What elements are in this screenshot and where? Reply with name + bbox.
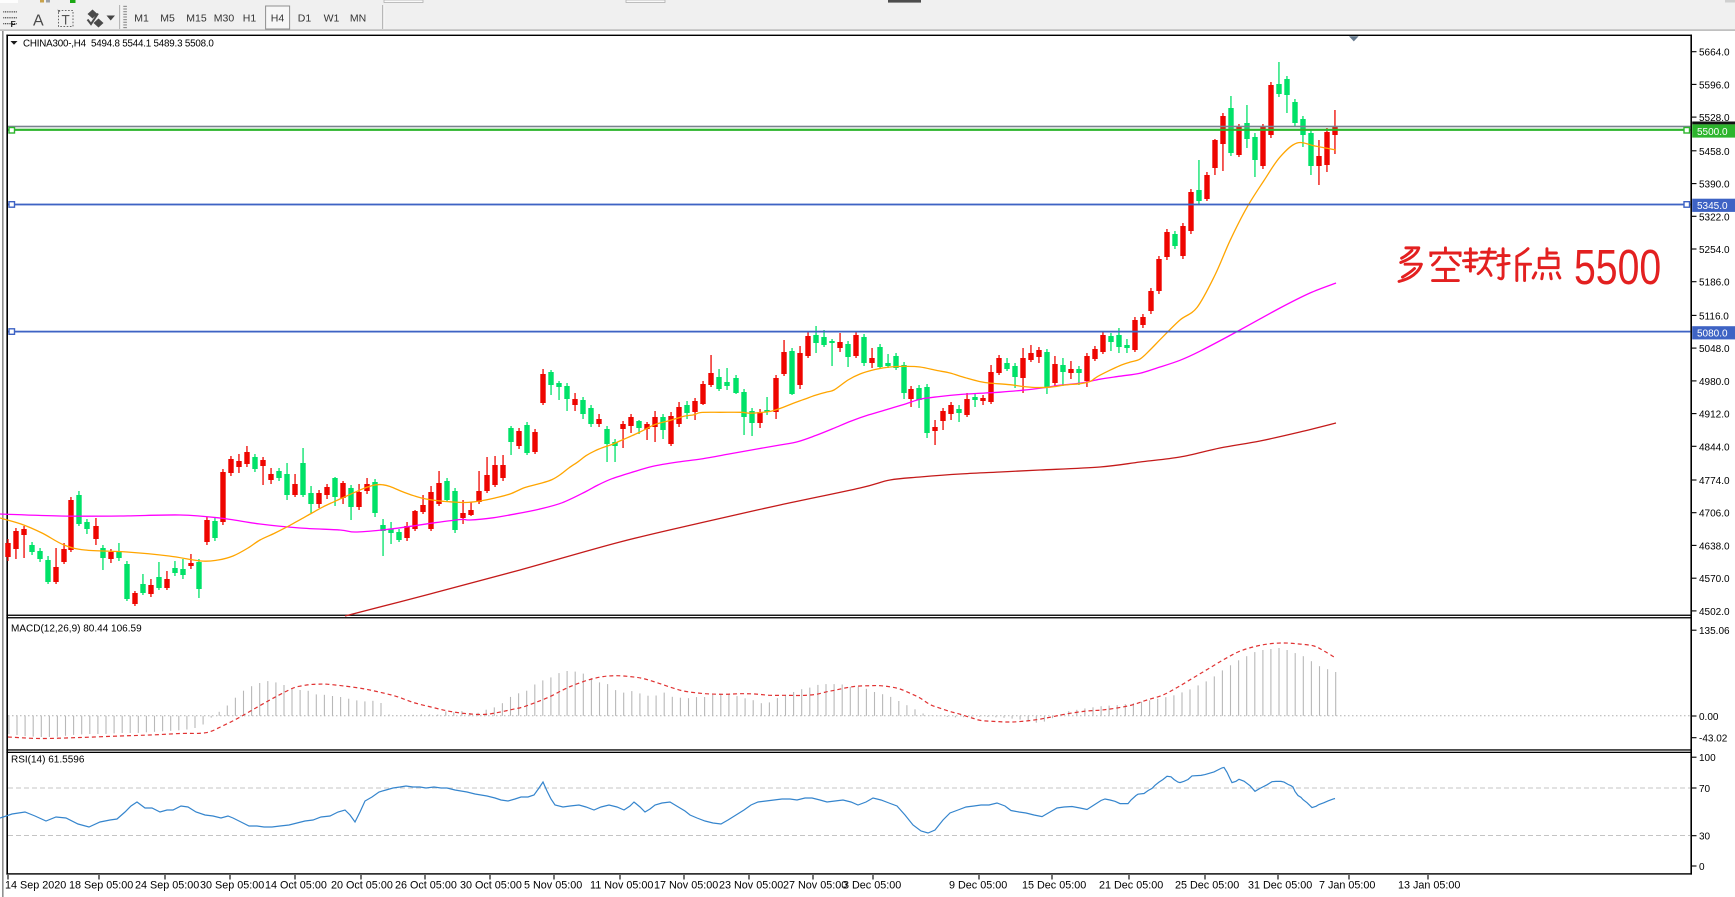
svg-text:-43.02: -43.02 [1699, 734, 1728, 745]
svg-text:24 Sep 05:00: 24 Sep 05:00 [135, 880, 199, 892]
svg-text:T: T [62, 13, 70, 28]
svg-text:M30: M30 [214, 12, 235, 24]
svg-text:20 Oct 05:00: 20 Oct 05:00 [331, 880, 393, 892]
svg-text:4912.0: 4912.0 [1699, 410, 1730, 421]
svg-text:0.00: 0.00 [1699, 712, 1719, 723]
svg-text:31 Dec 05:00: 31 Dec 05:00 [1248, 880, 1312, 892]
svg-text:CHINA300-,H4 5494.8 5544.1 54: CHINA300-,H4 5494.8 5544.1 5489.3 5508.0 [23, 39, 214, 50]
svg-text:4980.0: 4980.0 [1699, 377, 1730, 388]
svg-text:RSI(14) 61.5596: RSI(14) 61.5596 [11, 755, 85, 766]
svg-text:A: A [33, 13, 44, 30]
svg-text:5186.0: 5186.0 [1699, 278, 1730, 289]
svg-text:21 Dec 05:00: 21 Dec 05:00 [1099, 880, 1163, 892]
svg-text:30: 30 [1699, 832, 1711, 843]
svg-text:M15: M15 [186, 12, 207, 24]
svg-text:5390.0: 5390.0 [1699, 180, 1730, 191]
svg-text:W1: W1 [324, 12, 340, 24]
svg-text:5116.0: 5116.0 [1699, 311, 1729, 322]
svg-text:15 Dec 05:00: 15 Dec 05:00 [1022, 880, 1086, 892]
svg-text:100: 100 [1699, 753, 1716, 764]
svg-text:5254.0: 5254.0 [1699, 245, 1730, 256]
svg-text:MN: MN [350, 12, 366, 24]
svg-text:7 Jan 05:00: 7 Jan 05:00 [1319, 880, 1375, 892]
svg-text:H4: H4 [271, 12, 285, 24]
svg-text:5 Nov 05:00: 5 Nov 05:00 [524, 880, 582, 892]
svg-text:3 Dec 05:00: 3 Dec 05:00 [843, 880, 901, 892]
svg-text:5500.0: 5500.0 [1697, 127, 1728, 138]
svg-text:70: 70 [1699, 784, 1711, 795]
svg-text:11 Nov 05:00: 11 Nov 05:00 [590, 880, 653, 892]
svg-text:5048.0: 5048.0 [1699, 344, 1730, 355]
svg-text:14 Oct 05:00: 14 Oct 05:00 [265, 880, 327, 892]
svg-text:23 Nov 05:00: 23 Nov 05:00 [719, 880, 783, 892]
svg-text:4706.0: 4706.0 [1699, 509, 1730, 520]
svg-text:0: 0 [1699, 862, 1705, 873]
svg-text:9 Dec 05:00: 9 Dec 05:00 [949, 880, 1007, 892]
svg-text:5322.0: 5322.0 [1699, 212, 1730, 223]
svg-text:M5: M5 [160, 12, 175, 24]
svg-text:4570.0: 4570.0 [1699, 574, 1730, 585]
svg-text:M1: M1 [134, 12, 149, 24]
svg-text:D1: D1 [298, 12, 312, 24]
svg-text:17 Nov 05:00: 17 Nov 05:00 [654, 880, 718, 892]
svg-text:5500: 5500 [1574, 241, 1661, 295]
svg-text:4844.0: 4844.0 [1699, 442, 1730, 453]
svg-text:5458.0: 5458.0 [1699, 147, 1730, 158]
svg-text:5664.0: 5664.0 [1699, 48, 1730, 59]
svg-text:5528.0: 5528.0 [1699, 113, 1730, 124]
svg-text:30 Sep 05:00: 30 Sep 05:00 [200, 880, 264, 892]
svg-text:5345.0: 5345.0 [1697, 201, 1728, 212]
svg-text:F: F [11, 19, 16, 29]
svg-text:13 Jan 05:00: 13 Jan 05:00 [1398, 880, 1460, 892]
svg-text:30 Oct 05:00: 30 Oct 05:00 [460, 880, 522, 892]
svg-text:5596.0: 5596.0 [1699, 80, 1730, 91]
svg-text:4774.0: 4774.0 [1699, 476, 1730, 487]
svg-text:25 Dec 05:00: 25 Dec 05:00 [1175, 880, 1239, 892]
svg-text:135.06: 135.06 [1699, 626, 1730, 637]
svg-text:14 Sep 2020: 14 Sep 2020 [5, 880, 66, 892]
svg-text:4638.0: 4638.0 [1699, 541, 1730, 552]
svg-text:4502.0: 4502.0 [1699, 607, 1730, 618]
svg-text:27 Nov 05:00: 27 Nov 05:00 [783, 880, 847, 892]
svg-text:H1: H1 [243, 12, 257, 24]
svg-text:26 Oct 05:00: 26 Oct 05:00 [395, 880, 457, 892]
svg-text:5080.0: 5080.0 [1697, 329, 1728, 340]
svg-text:MACD(12,26,9) 80.44 106.59: MACD(12,26,9) 80.44 106.59 [11, 624, 142, 635]
svg-text:18 Sep 05:00: 18 Sep 05:00 [69, 880, 133, 892]
